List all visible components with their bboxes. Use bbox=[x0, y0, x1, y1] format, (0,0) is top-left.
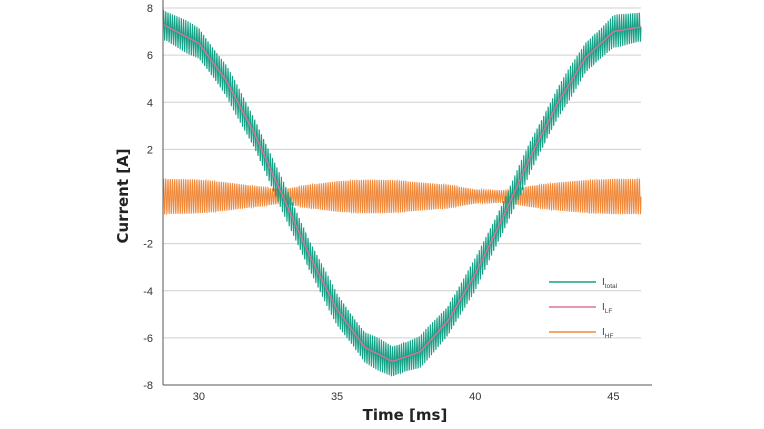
legend: Itotal ILF IHF bbox=[549, 277, 618, 340]
legend-label-subscript: total bbox=[605, 283, 618, 290]
series-lf bbox=[162, 23, 642, 363]
legend-label-subscript: HF bbox=[605, 333, 614, 340]
legend-label-subscript: LF bbox=[605, 308, 613, 315]
y-tick-labels: 8 6 4 2 -2 -4 -6 -8 bbox=[143, 3, 153, 392]
x-tick-label: 35 bbox=[331, 391, 343, 403]
x-tick-labels: 30 35 40 45 bbox=[193, 391, 620, 403]
y-tick-label: 6 bbox=[147, 50, 153, 62]
y-tick-label: -8 bbox=[143, 380, 153, 392]
y-tick-label: -4 bbox=[143, 286, 153, 298]
series-hf bbox=[162, 177, 642, 216]
legend-label: ILF bbox=[602, 302, 612, 315]
y-tick-label: 8 bbox=[147, 3, 153, 15]
grid-lines bbox=[163, 7, 641, 386]
x-tick-label: 30 bbox=[193, 391, 205, 403]
legend-label: IHF bbox=[602, 327, 613, 340]
legend-label: Itotal bbox=[602, 277, 618, 290]
y-tick-label: -6 bbox=[143, 333, 153, 345]
x-tick-label: 40 bbox=[469, 391, 481, 403]
series-line-hf bbox=[162, 177, 642, 216]
x-axis-title: Time [ms] bbox=[363, 406, 448, 424]
axes bbox=[162, 0, 652, 386]
series-line-lf bbox=[162, 23, 642, 363]
y-axis-title: Current [A] bbox=[114, 148, 132, 243]
y-tick-label: 2 bbox=[147, 144, 153, 156]
x-tick-label: 45 bbox=[607, 391, 619, 403]
y-tick-label: 4 bbox=[147, 97, 153, 109]
y-tick-label: -2 bbox=[143, 239, 153, 251]
